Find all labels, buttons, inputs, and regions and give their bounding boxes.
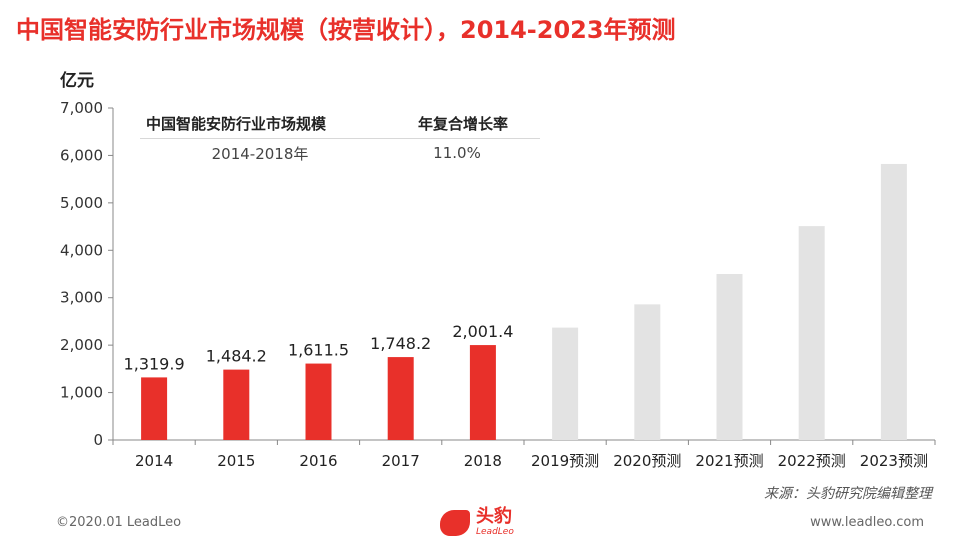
x-tick-label: 2017 [382, 452, 420, 470]
y-tick-label: 4,000 [60, 241, 103, 259]
x-tick-label: 2019预测 [531, 452, 599, 470]
cagr-table-row: 2014-2018年 11.0% [140, 139, 540, 167]
y-tick-label: 7,000 [60, 99, 103, 117]
x-tick-label: 2022预测 [778, 452, 846, 470]
x-tick-label: 2016 [299, 452, 337, 470]
cagr-table-value: 11.0% [433, 144, 481, 162]
bar-2015 [223, 369, 250, 440]
bar-2017 [387, 357, 414, 440]
source-note: 来源：头豹研究院编辑整理 [764, 486, 932, 502]
copyright: ©2020.01 LeadLeo [56, 515, 182, 530]
data-label: 1,319.9 [124, 354, 185, 373]
bar-2023预测 [880, 163, 907, 441]
logo-cn-text: 头豹 [476, 506, 512, 527]
cagr-table-period: 2014-2018年 [211, 144, 309, 163]
x-tick-label: 2014 [135, 452, 173, 470]
x-tick-label: 2021预测 [695, 452, 763, 470]
x-tick-label: 2023预测 [860, 452, 928, 470]
cagr-table-header-metric: 中国智能安防行业市场规模 [146, 114, 327, 133]
y-axis-unit: 亿元 [60, 71, 94, 91]
bar-2014 [141, 377, 168, 440]
data-label: 2,001.4 [452, 322, 513, 341]
data-label: 1,484.2 [206, 347, 267, 366]
x-tick-label: 2018 [464, 452, 502, 470]
bar-2019预测 [552, 327, 579, 440]
data-label: 1,748.2 [370, 334, 431, 353]
y-tick-label: 0 [93, 431, 103, 449]
y-tick-label: 5,000 [60, 194, 103, 212]
bar-2016 [305, 363, 332, 440]
data-label: 1,611.5 [288, 341, 349, 360]
cagr-table: 中国智能安防行业市场规模 年复合增长率 2014-2018年 11.0% [140, 108, 540, 167]
bar-2018 [469, 345, 496, 440]
page-title: 中国智能安防行业市场规模（按营收计），2014-2023年预测 [16, 16, 676, 44]
bar-2021预测 [716, 274, 743, 440]
y-tick-label: 1,000 [60, 384, 103, 402]
leadleo-logo: 头豹 LeadLeo [440, 508, 514, 537]
x-tick-label: 2015 [217, 452, 255, 470]
x-tick-label: 2020预测 [613, 452, 681, 470]
bar-2020预测 [634, 304, 661, 440]
leopard-logo-icon [440, 509, 470, 536]
bar-2022预测 [798, 226, 825, 440]
y-tick-label: 3,000 [60, 289, 103, 307]
y-tick-label: 2,000 [60, 336, 103, 354]
logo-en-text: LeadLeo [476, 527, 514, 537]
website-link[interactable]: www.leadleo.com [810, 515, 924, 530]
cagr-table-header-cagr: 年复合增长率 [417, 114, 508, 133]
y-tick-label: 6,000 [60, 146, 103, 164]
cagr-table-header: 中国智能安防行业市场规模 年复合增长率 [140, 108, 540, 139]
